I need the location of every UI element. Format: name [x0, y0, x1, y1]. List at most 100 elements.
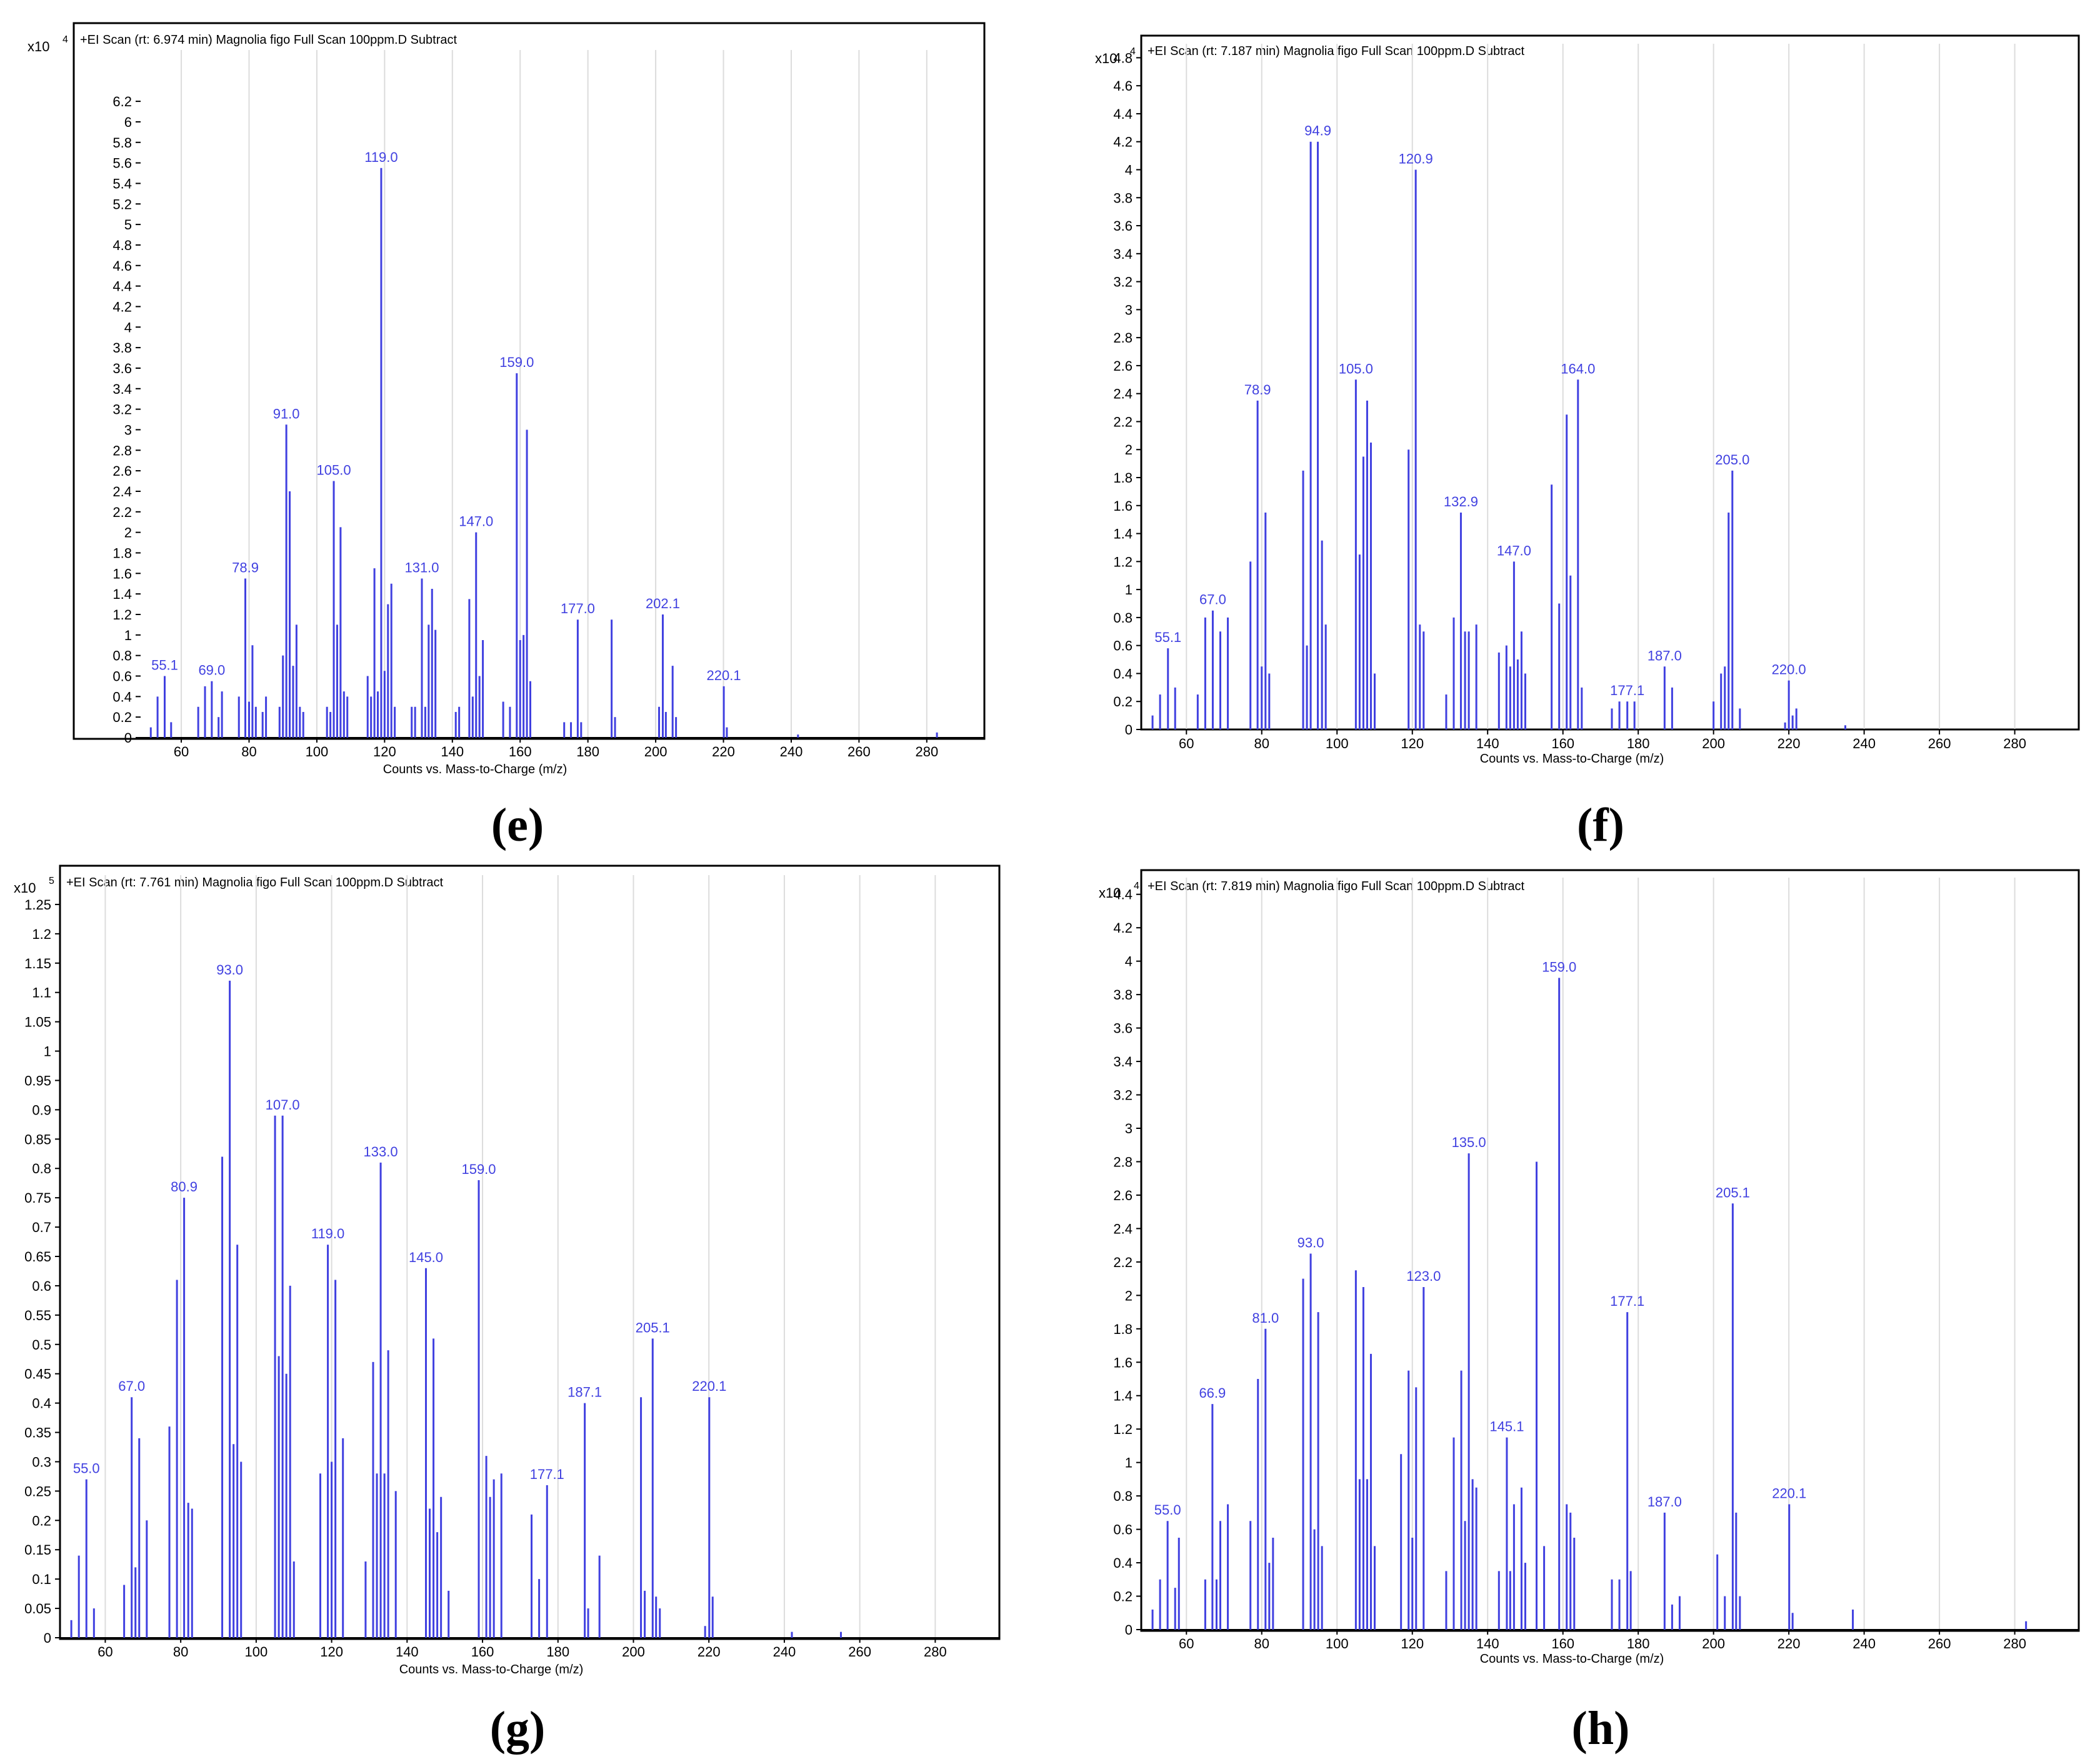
x-tick-label: 140 [1476, 736, 1499, 751]
peak-label: 159.0 [1542, 959, 1576, 975]
peak-label: 67.0 [1199, 592, 1226, 608]
y-tick-label: 1.2 [1113, 554, 1132, 569]
y-tick-label: 3.8 [1113, 987, 1132, 1003]
y-tick-label: 2.6 [112, 463, 132, 479]
y-tick-label: 4.4 [112, 279, 132, 294]
peak-label: 107.0 [266, 1097, 300, 1113]
y-tick-label: 4.2 [1113, 134, 1132, 150]
x-tick-label: 80 [1254, 1636, 1269, 1651]
x-tick-label: 200 [1702, 1636, 1725, 1651]
x-axis-label: Counts vs. Mass-to-Charge (m/z) [1480, 1652, 1664, 1666]
panel-frame [1140, 34, 2080, 731]
exp-base: x10 [1099, 885, 1121, 901]
x-tick-label: 100 [306, 744, 329, 759]
y-tick-label: 3.6 [1113, 218, 1132, 234]
peak-label: 164.0 [1561, 361, 1595, 376]
x-tick-label: 220 [1778, 1636, 1801, 1651]
peak-label: 147.0 [1497, 543, 1531, 558]
y-tick-label: 4.2 [112, 299, 132, 314]
x-tick-label: 220 [698, 1644, 721, 1660]
x-tick-label: 60 [1179, 736, 1194, 751]
y-tick-label: 6 [124, 114, 132, 130]
y-tick-label: 4.6 [1113, 78, 1132, 94]
x-tick-label: 260 [1928, 736, 1951, 751]
x-tick-label: 60 [98, 1644, 112, 1660]
x-tick-label: 120 [1401, 1636, 1424, 1651]
panel-caption: (g) [490, 1702, 546, 1755]
panel-caption: (e) [491, 799, 544, 851]
y-tick-label: 2.4 [1113, 386, 1132, 402]
y-tick-label: 0 [1125, 1622, 1132, 1638]
y-tick-label: 4.8 [112, 238, 132, 253]
x-tick-label: 240 [780, 744, 803, 759]
x-tick-label: 80 [173, 1644, 188, 1660]
x-tick-label: 180 [546, 1644, 569, 1660]
y-tick-label: 1.6 [112, 566, 132, 581]
x-tick-label: 260 [848, 744, 871, 759]
x-tick-label: 160 [509, 744, 532, 759]
y-tick-label: 0.45 [24, 1366, 51, 1382]
x-tick-label: 280 [2003, 736, 2026, 751]
y-tick-label: 0.9 [32, 1102, 51, 1118]
y-tick-label: 1.4 [1113, 526, 1132, 542]
y-tick-label: 0 [1125, 722, 1132, 738]
y-tick-label: 2.2 [1113, 1255, 1132, 1270]
spectrum-panel-f: x10 4 +EI Scan (rt: 7.187 min) Magnolia … [1095, 34, 2080, 851]
x-tick-label: 80 [241, 744, 256, 759]
y-tick-label: 5.8 [112, 135, 132, 151]
peak-label: 105.0 [317, 463, 351, 478]
x-tick-label: 260 [848, 1644, 871, 1660]
x-tick-label: 100 [245, 1644, 268, 1660]
y-tick-label: 3.4 [112, 381, 132, 397]
y-tick-label: 1.6 [1113, 1355, 1132, 1370]
exp-power: 5 [49, 876, 54, 886]
peak-label: 187.1 [568, 1385, 602, 1400]
exp-base: x10 [1095, 51, 1117, 66]
y-tick-label: 3.4 [1113, 246, 1132, 262]
x-tick-label: 140 [441, 744, 464, 759]
x-tick-label: 260 [1928, 1636, 1951, 1651]
x-tick-label: 60 [174, 744, 189, 759]
y-tick-label: 5.4 [112, 176, 132, 191]
y-tick-label: 0.2 [32, 1513, 51, 1528]
peak-label: 177.1 [1610, 1293, 1644, 1309]
y-tick-label: 2.8 [1113, 1154, 1132, 1170]
x-tick-label: 240 [773, 1644, 796, 1660]
exp-base: x10 [28, 39, 49, 54]
y-tick-label: 0.85 [24, 1131, 51, 1147]
y-tick-label: 1.8 [112, 545, 132, 561]
x-tick-label: 240 [1852, 736, 1876, 751]
x-tick-label: 240 [1852, 1636, 1876, 1651]
peak-label: 55.1 [1154, 629, 1181, 645]
peak-label: 55.0 [73, 1461, 100, 1476]
peak-label: 66.9 [1199, 1385, 1226, 1401]
y-tick-label: 4.4 [1113, 106, 1132, 122]
y-tick-label: 2.4 [1113, 1221, 1132, 1236]
y-tick-label: 5.6 [112, 156, 132, 171]
peak-label: 93.0 [216, 962, 243, 978]
y-tick-label: 2.8 [1113, 330, 1132, 346]
y-tick-label: 3 [1125, 1121, 1132, 1136]
y-tick-label: 3.4 [1113, 1054, 1132, 1070]
y-tick-label: 3.6 [112, 361, 132, 376]
y-tick-label: 5.2 [112, 196, 132, 212]
peak-label: 220.1 [1772, 1486, 1806, 1501]
peak-label: 135.0 [1452, 1135, 1486, 1150]
y-tick-label: 0.6 [1113, 1522, 1132, 1538]
peak-label: 133.0 [364, 1144, 398, 1160]
x-tick-label: 140 [396, 1644, 419, 1660]
y-tick-label: 3.2 [1113, 1088, 1132, 1103]
x-tick-label: 220 [1778, 736, 1801, 751]
x-tick-label: 200 [622, 1644, 645, 1660]
y-tick-label: 0.1 [32, 1571, 51, 1587]
peak-label: 205.1 [1716, 1185, 1750, 1200]
y-tick-label: 4.6 [112, 258, 132, 274]
peak-label: 145.1 [1489, 1419, 1524, 1435]
panel-caption: (h) [1572, 1702, 1630, 1755]
x-tick-label: 120 [1401, 736, 1424, 751]
chart-title: +EI Scan (rt: 7.761 min) Magnolia figo F… [66, 876, 444, 890]
y-tick-label: 2.2 [112, 504, 132, 520]
y-tick-label: 0.65 [24, 1249, 51, 1265]
peak-label: 187.0 [1648, 1494, 1682, 1510]
